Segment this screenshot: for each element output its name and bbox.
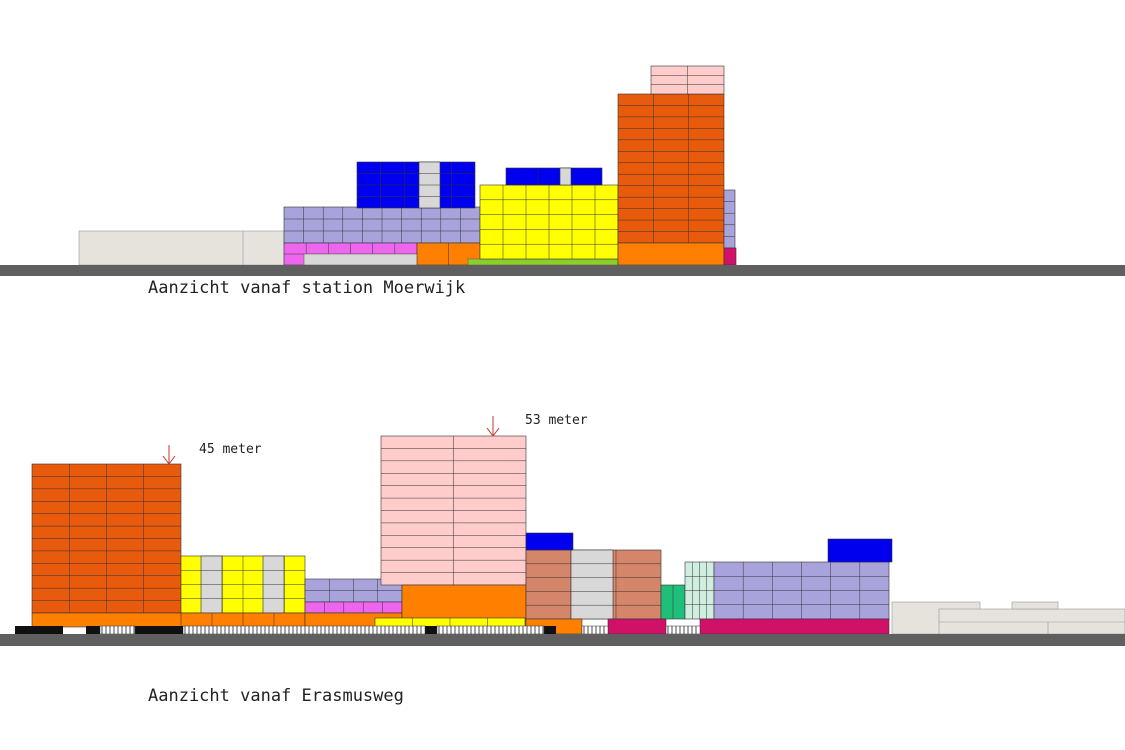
lime-strip (467, 258, 619, 266)
elevation-erasmusweg (0, 435, 1125, 646)
crimson-side (723, 247, 737, 266)
black-entrance-c (86, 626, 100, 634)
black-entrance-e (544, 626, 556, 634)
gray-core-c (570, 549, 614, 620)
fence-c (436, 625, 545, 635)
arrow-head (486, 427, 494, 437)
magenta-band (304, 601, 403, 614)
orange-plinth-left (31, 612, 183, 628)
arrow-head (168, 455, 176, 465)
orange-tower-top (617, 93, 725, 244)
crimson-plinth-a (607, 618, 667, 635)
black-entrance-b (135, 626, 183, 634)
fence-a (99, 625, 136, 635)
height-arrow-53 (486, 416, 500, 437)
existing-low-building-b (938, 608, 1125, 635)
orange-tower-base (617, 242, 725, 266)
height-markers (162, 416, 500, 465)
fence-e (665, 625, 701, 635)
fence-c-base (436, 625, 545, 635)
blue-cap-right (827, 538, 893, 563)
black-entrance-a (15, 626, 63, 634)
existing-roof-c (1011, 601, 1059, 610)
existing-low-building (78, 230, 285, 266)
elevation-moerwijk (0, 65, 1125, 276)
ground-line-top (0, 265, 1125, 276)
blue-cap-mid (525, 532, 574, 551)
caption-moerwijk: Aanzicht vanaf station Moerwijk (148, 278, 466, 298)
height-label-45: 45 meter (199, 442, 262, 457)
arrow-head (492, 427, 500, 437)
height-label-53: 53 meter (525, 413, 588, 428)
fence-e-base (665, 625, 701, 635)
crimson-plinth-b (699, 618, 890, 635)
caption-erasmusweg: Aanzicht vanaf Erasmusweg (148, 686, 404, 706)
fence-b (182, 625, 426, 635)
arrow-head (162, 455, 170, 465)
gray-base-left (303, 253, 423, 266)
height-arrow-45 (162, 445, 176, 465)
black-entrance-d (425, 626, 437, 634)
lavender-side (723, 189, 736, 249)
fence-d (581, 625, 609, 635)
blue-block-right (505, 167, 603, 186)
gray-core-right (559, 167, 572, 186)
ground-line-bottom (0, 634, 1125, 646)
